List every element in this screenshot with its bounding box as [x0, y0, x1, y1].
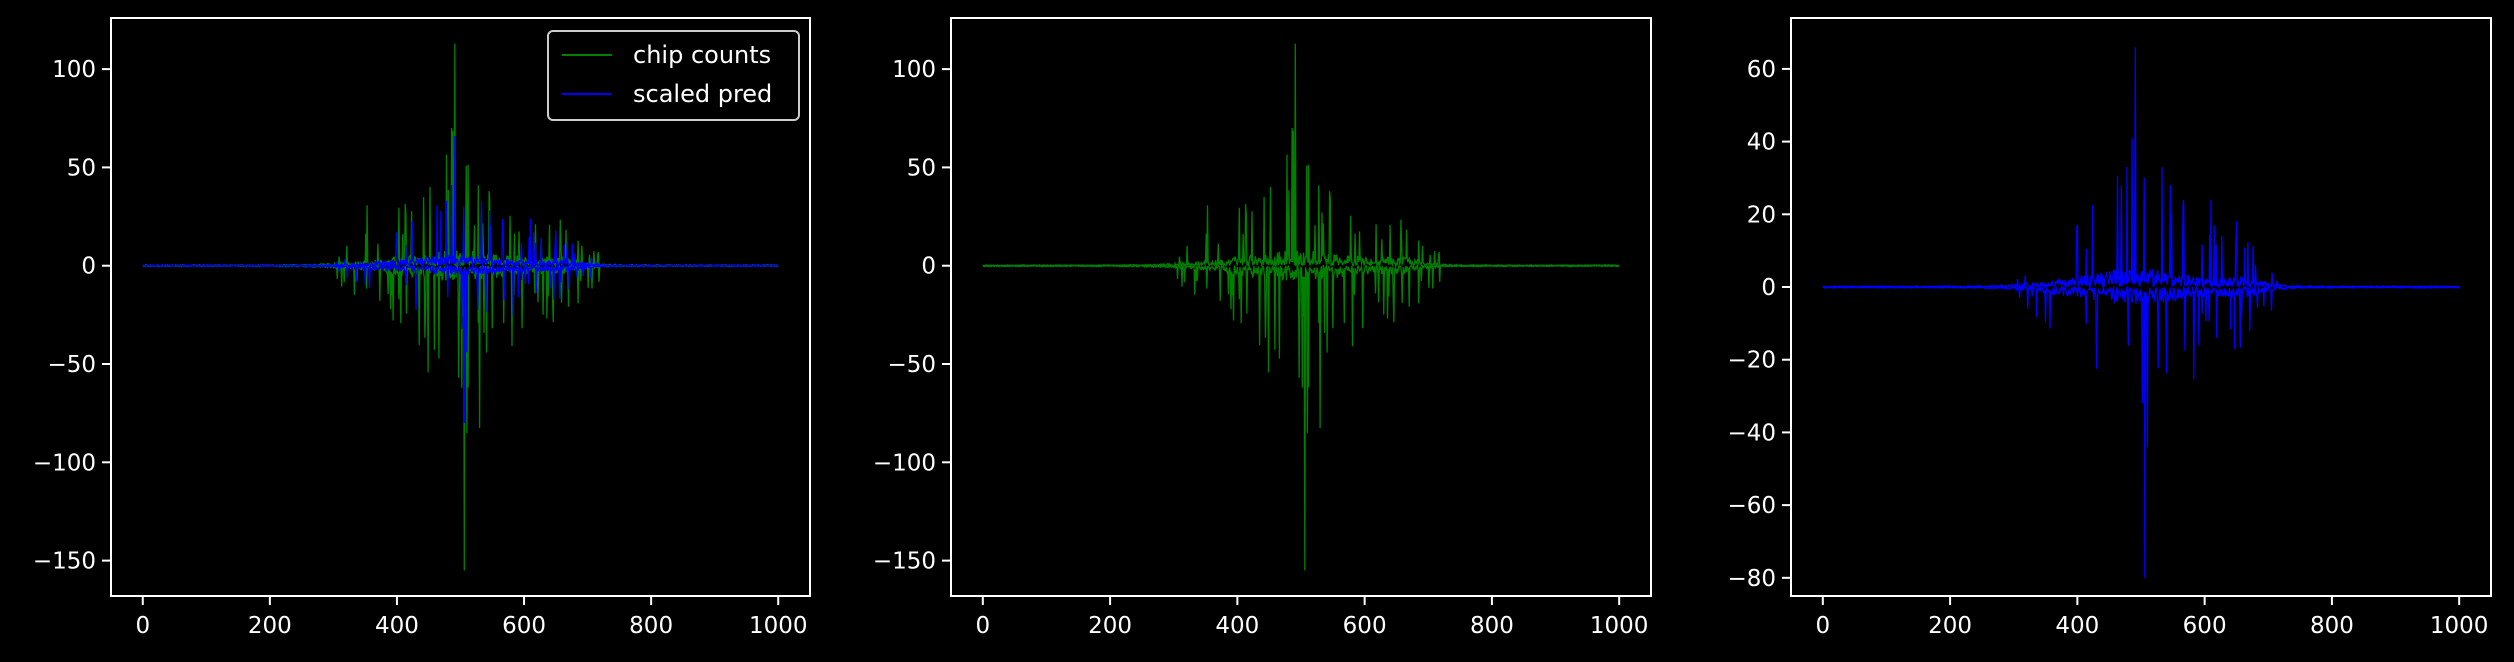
- x-tick-label: 400: [2055, 613, 2099, 639]
- x-tick-label: 400: [1215, 613, 1259, 639]
- series-line-series-1-lower: [982, 263, 1620, 571]
- legend-box: [547, 30, 800, 121]
- x-tick-label: 1000: [749, 613, 808, 639]
- series-line-series-1-lower: [1822, 284, 2460, 578]
- y-tick-label: −20: [1727, 348, 1776, 374]
- y-tick-label: 20: [1747, 202, 1776, 228]
- x-tick-label: 600: [502, 613, 546, 639]
- y-tick-label: 0: [1761, 275, 1776, 301]
- y-tick-label: −50: [887, 352, 936, 378]
- legend-label-chip-counts: chip counts: [633, 41, 771, 69]
- series-line-series-1-upper: [1822, 47, 2460, 290]
- x-tick-label: 600: [1343, 613, 1387, 639]
- series-layer-2: [982, 43, 1620, 571]
- x-tick-label: 600: [2183, 613, 2227, 639]
- series-layer-3: [1822, 47, 2460, 578]
- x-tick-label: 0: [135, 613, 150, 639]
- y-tick-label: −60: [1727, 493, 1776, 519]
- y-tick-label: 40: [1747, 130, 1776, 156]
- y-tick-label: −150: [873, 549, 936, 575]
- y-tick-label: −100: [873, 450, 936, 476]
- tick-layer-2: 0 200 400 600 800 1000 100 50 0 −50 −100 −150: [873, 57, 1649, 639]
- x-tick-label: 800: [1470, 613, 1514, 639]
- x-tick-label: 800: [629, 613, 673, 639]
- y-tick-label: −100: [33, 450, 96, 476]
- x-tick-label: 1000: [1590, 613, 1649, 639]
- x-tick-label: 0: [1815, 613, 1830, 639]
- x-tick-label: 1000: [2430, 613, 2489, 639]
- x-tick-label: 200: [1088, 613, 1132, 639]
- x-tick-label: 0: [975, 613, 990, 639]
- legend: chip counts scaled pred: [547, 30, 800, 121]
- series-line-scaled-pred-lower: [142, 263, 779, 424]
- y-tick-label: 50: [67, 155, 96, 181]
- series-layer-1: [142, 43, 779, 571]
- y-tick-label: 60: [1747, 57, 1776, 83]
- y-tick-label: −50: [47, 352, 96, 378]
- y-tick-label: −40: [1727, 420, 1776, 446]
- tick-layer-1: 0 200 400 600 800 1000 100 50 0 −50 −100 −150: [33, 57, 808, 639]
- x-tick-label: 800: [2310, 613, 2354, 639]
- x-tick-label: 200: [1928, 613, 1972, 639]
- y-tick-label: 0: [81, 254, 96, 280]
- x-tick-label: 200: [248, 613, 292, 639]
- chart-panel-2: 0 200 400 600 800 1000 100 50 0 −50 −100 −150: [873, 17, 1652, 639]
- y-tick-label: −150: [33, 549, 96, 575]
- y-tick-label: 50: [907, 155, 936, 181]
- legend-label-scaled-pred: scaled pred: [633, 80, 772, 108]
- axes-frame-3: [1790, 17, 2492, 597]
- y-tick-label: 100: [52, 57, 96, 83]
- y-tick-label: −80: [1727, 566, 1776, 592]
- y-tick-label: 0: [921, 254, 936, 280]
- axes-frame-1: [110, 17, 811, 597]
- chart-panel-1: 0 200 400 600 800 1000 100 50 0 −50 −100 −150 chip …: [33, 17, 811, 639]
- y-tick-label: 100: [892, 57, 936, 83]
- axes-frame-2: [950, 17, 1652, 597]
- x-tick-label: 400: [375, 613, 419, 639]
